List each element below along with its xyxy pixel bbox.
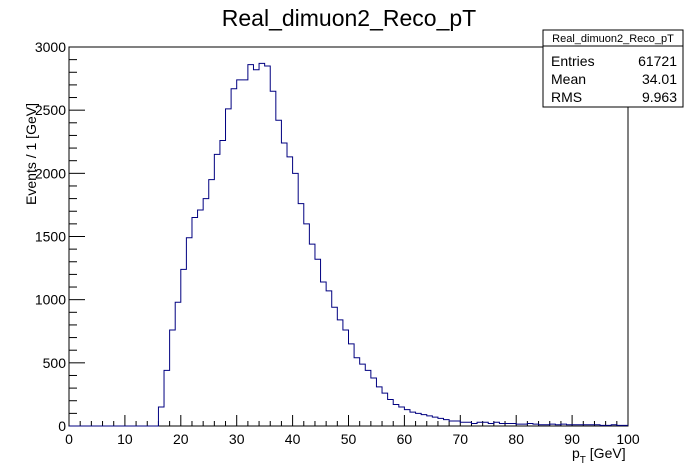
x-tick-label: 80 xyxy=(508,431,524,447)
x-tick-label: 0 xyxy=(65,431,73,447)
x-tick-label: 20 xyxy=(173,431,189,447)
stats-rms-value: 9.963 xyxy=(642,89,677,105)
y-tick-label: 1000 xyxy=(35,292,66,308)
stats-box: Real_dimuon2_Reco_pT Entries 61721 Mean … xyxy=(542,29,684,108)
x-tick-label: 90 xyxy=(564,431,580,447)
x-tick-label: 40 xyxy=(285,431,301,447)
stats-mean-label: Mean xyxy=(551,71,586,87)
x-axis-title-unit: [GeV] xyxy=(586,445,626,461)
x-tick-label: 10 xyxy=(117,431,133,447)
stats-entries-value: 61721 xyxy=(638,53,677,69)
x-axis-title: pT [GeV] xyxy=(572,445,626,466)
x-axis-title-main: p xyxy=(572,445,580,461)
x-axis: 0 10 20 30 40 50 60 70 80 90 100 xyxy=(65,415,640,447)
y-axis-title: Events / 1 [GeV] xyxy=(23,103,39,205)
x-tick-label: 70 xyxy=(453,431,469,447)
x-tick-label: 100 xyxy=(616,431,640,447)
stats-mean-value: 34.01 xyxy=(642,71,677,87)
histogram-series xyxy=(69,62,628,427)
stats-entries-label: Entries xyxy=(551,53,595,69)
stats-rms-label: RMS xyxy=(551,89,582,105)
y-axis: 0 500 1000 1500 2000 2500 3000 xyxy=(35,39,85,434)
stats-title: Real_dimuon2_Reco_pT xyxy=(552,33,674,45)
x-axis-title-sub: T xyxy=(580,455,586,466)
y-tick-label: 0 xyxy=(58,418,66,434)
x-tick-label: 30 xyxy=(229,431,245,447)
y-tick-label: 1500 xyxy=(35,229,66,245)
chart-title: Real_dimuon2_Reco_pT xyxy=(222,5,476,31)
x-tick-label: 50 xyxy=(341,431,357,447)
y-tick-label: 3000 xyxy=(35,39,66,55)
y-tick-label: 500 xyxy=(43,355,67,371)
y-tick-label: 2500 xyxy=(35,102,66,118)
x-tick-label: 60 xyxy=(397,431,413,447)
y-tick-label: 2000 xyxy=(35,165,66,181)
